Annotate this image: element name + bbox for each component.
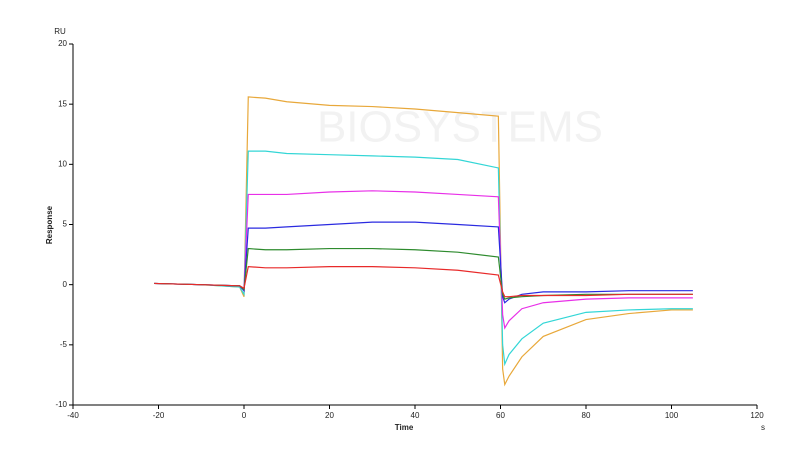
watermark: BIOSYSTEMS	[317, 103, 603, 152]
x-tick-label: 20	[325, 411, 334, 420]
y-tick-label: 5	[63, 220, 68, 229]
sensorgram-line	[154, 190, 693, 330]
sensorgram-line	[154, 265, 693, 298]
x-tick-label: 0	[242, 411, 247, 420]
x-tick-label: 60	[496, 411, 505, 420]
x-tick-label: 120	[750, 411, 764, 420]
x-tick-label: 40	[411, 411, 420, 420]
x-tick-label: 80	[582, 411, 591, 420]
x-tick-label: 100	[665, 411, 679, 420]
x-unit: s	[761, 423, 765, 432]
y-tick-label: 15	[58, 99, 67, 108]
y-axis-label: Response	[45, 205, 54, 244]
y-tick-label: -5	[60, 340, 68, 349]
sensorgram-line	[154, 150, 693, 367]
x-tick-label: -40	[67, 411, 79, 420]
y-tick-label: 0	[63, 280, 68, 289]
y-tick-label: 10	[58, 159, 67, 168]
y-unit: RU	[54, 27, 66, 36]
x-axis-label: Time	[395, 423, 414, 432]
sensorgram-line	[154, 247, 693, 300]
y-tick-label: -10	[55, 400, 67, 409]
y-tick-label: 20	[58, 39, 67, 48]
x-tick-label: -20	[153, 411, 165, 420]
sensorgram-line	[154, 221, 693, 304]
